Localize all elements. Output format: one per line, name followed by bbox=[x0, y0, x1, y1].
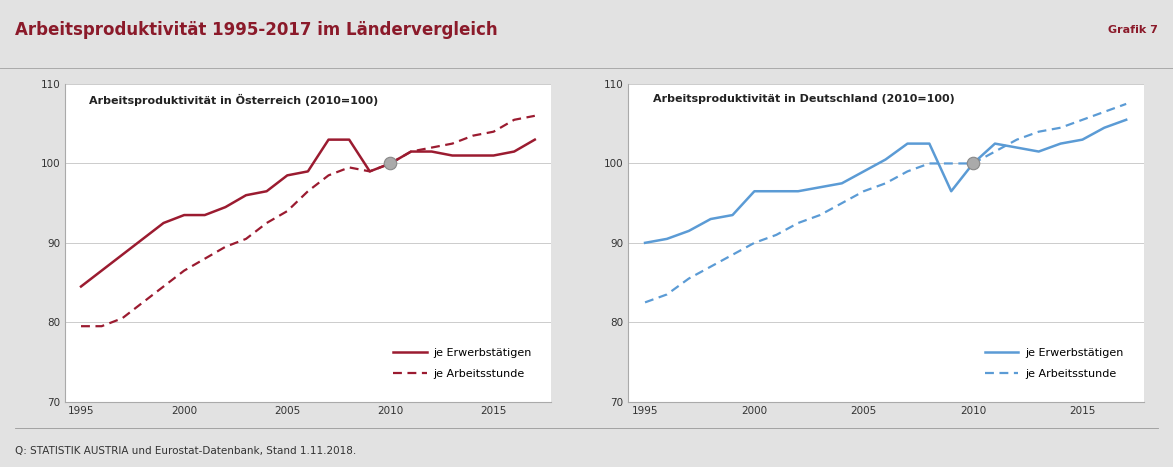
Legend: je Erwerbstätigen, je Arbeitsstunde: je Erwerbstätigen, je Arbeitsstunde bbox=[388, 343, 536, 383]
Legend: je Erwerbstätigen, je Arbeitsstunde: je Erwerbstätigen, je Arbeitsstunde bbox=[981, 343, 1127, 383]
Text: Q: STATISTIK AUSTRIA und Eurostat-Datenbank, Stand 1.11.2018.: Q: STATISTIK AUSTRIA und Eurostat-Datenb… bbox=[15, 446, 357, 456]
Text: Arbeitsproduktivität in Österreich (2010=100): Arbeitsproduktivität in Österreich (2010… bbox=[89, 93, 378, 106]
Text: Grafik 7: Grafik 7 bbox=[1107, 26, 1158, 35]
Text: Arbeitsproduktivität in Deutschland (2010=100): Arbeitsproduktivität in Deutschland (201… bbox=[653, 93, 955, 104]
Text: Arbeitsproduktivität 1995-2017 im Ländervergleich: Arbeitsproduktivität 1995-2017 im Länder… bbox=[15, 21, 497, 40]
